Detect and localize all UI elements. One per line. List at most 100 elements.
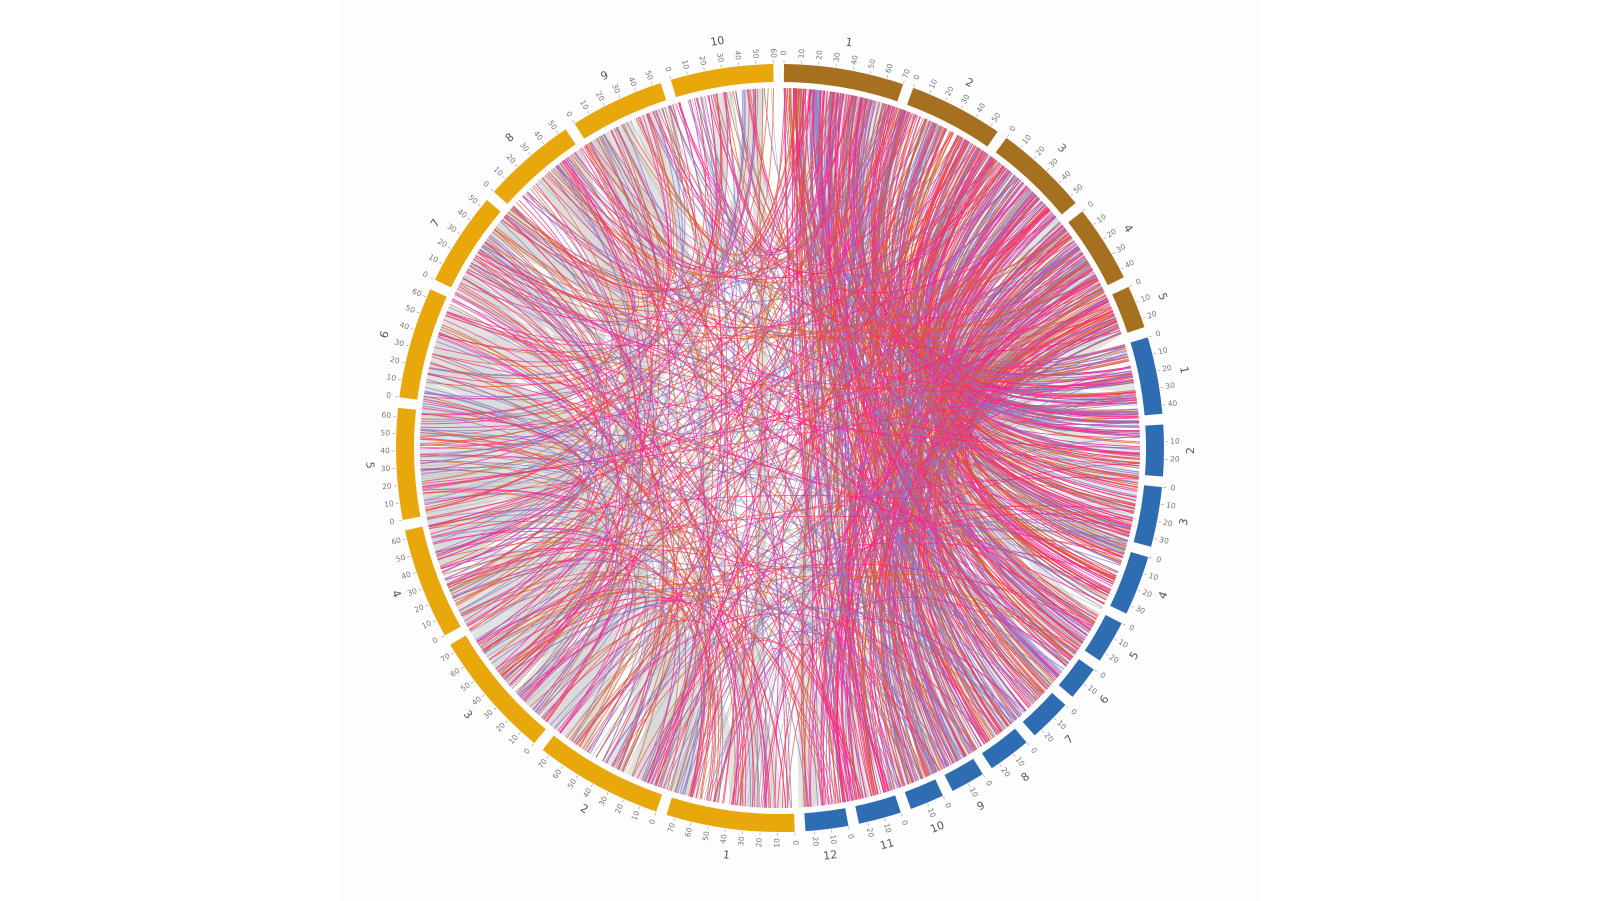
synteny-link — [646, 637, 715, 793]
synteny-link — [562, 160, 854, 801]
synteny-link — [524, 106, 895, 286]
synteny-link — [911, 320, 1117, 760]
tick-mark — [528, 152, 531, 156]
tick-label: 20 — [382, 481, 393, 491]
tick-label: 10 — [420, 618, 433, 630]
tick-label: 0 — [386, 390, 392, 400]
tick-label: 50 — [1071, 182, 1084, 195]
tick-mark — [412, 572, 416, 574]
tick-label: 10 — [1117, 637, 1130, 650]
synteny-link — [529, 575, 1078, 708]
synteny-link — [581, 147, 1077, 653]
synteny-link — [447, 559, 760, 808]
synteny-link — [519, 542, 1117, 698]
synteny-link — [456, 95, 854, 607]
tick-label: 50 — [380, 428, 390, 437]
tick-mark — [1054, 717, 1057, 721]
synteny-link — [543, 130, 670, 721]
tick-label: 30 — [1158, 535, 1170, 546]
tick-label: 0 — [564, 110, 574, 119]
synteny-link — [655, 109, 889, 792]
synteny-link — [818, 90, 1048, 690]
synteny-link — [682, 352, 1128, 795]
tick-mark — [634, 88, 637, 92]
tick-label: 0 — [647, 818, 657, 826]
synteny-link — [427, 268, 1093, 521]
chromosome-blue-9 — [944, 758, 983, 792]
synteny-link — [944, 187, 1140, 460]
synteny-link — [420, 466, 584, 560]
tick-label: 10 — [1020, 133, 1033, 146]
synteny-link — [423, 93, 722, 400]
synteny-link — [479, 249, 1097, 620]
synteny-link — [723, 92, 789, 808]
synteny-link — [937, 175, 1133, 524]
tick-label: 20 — [389, 355, 401, 366]
tick-mark — [1041, 730, 1045, 733]
tick-mark — [1084, 683, 1087, 687]
tick-label: 30 — [1165, 381, 1176, 391]
synteny-link — [919, 204, 1046, 721]
synteny-link — [432, 135, 649, 544]
synteny-link — [504, 105, 891, 680]
synteny-link — [438, 89, 812, 353]
tick-mark — [945, 97, 948, 101]
tick-mark — [669, 75, 671, 79]
tick-label: 60 — [683, 826, 694, 838]
synteny-link — [437, 109, 904, 561]
chromosome-label-blue-6: 6 — [1097, 693, 1112, 706]
tick-mark — [1082, 208, 1086, 211]
synteny-link — [749, 89, 1108, 599]
synteny-link — [449, 303, 776, 808]
synteny-link — [435, 536, 703, 798]
tick-mark — [531, 743, 534, 747]
synteny-link — [424, 201, 1043, 506]
tick-label: 20 — [1034, 144, 1047, 157]
tick-label: 20 — [1146, 309, 1158, 321]
chromosome-blue-2 — [1144, 424, 1164, 477]
synteny-link — [879, 108, 1136, 509]
tick-mark — [1046, 168, 1050, 171]
synteny-link — [530, 188, 665, 762]
synteny-link — [735, 310, 1113, 806]
synteny-link — [857, 103, 990, 741]
synteny-link — [429, 88, 758, 376]
tick-mark — [1154, 538, 1158, 540]
tick-label: 20 — [1170, 454, 1180, 463]
synteny-link — [527, 138, 662, 292]
synteny-link — [654, 110, 1135, 511]
synteny-link — [435, 245, 602, 553]
chromosome-label-gold-7: 7 — [428, 217, 443, 230]
tick-label: 10 — [384, 499, 395, 509]
chromosome-label-brown-2: 2 — [963, 75, 975, 90]
tick-label: 0 — [481, 179, 491, 189]
tick-label: 70 — [536, 757, 549, 770]
tick-mark — [1058, 180, 1062, 184]
synteny-link — [695, 88, 805, 799]
chromosome-label-blue-9: 9 — [975, 799, 987, 814]
tick-mark — [1149, 557, 1153, 559]
tick-mark — [913, 84, 915, 88]
synteny-link — [582, 120, 931, 750]
synteny-link — [424, 482, 582, 519]
synteny-ribbon — [426, 359, 618, 753]
tick-label: 20 — [1042, 731, 1055, 744]
tick-label: 10 — [1157, 345, 1169, 356]
tick-label: 20 — [1105, 227, 1118, 240]
tick-mark — [703, 67, 705, 71]
synteny-link — [423, 398, 592, 612]
synteny-link — [724, 92, 959, 762]
synteny-link — [495, 600, 831, 805]
tick-label: 40 — [975, 101, 988, 114]
synteny-link — [712, 94, 1081, 648]
tick-label: 40 — [400, 569, 412, 581]
synteny-link — [421, 159, 996, 420]
circos-canvas: 0 10 20 30 40 50 60 70 1 0 10 20 30 40 50 2 0 10 20 30 40 50 3… — [340, 0, 1260, 901]
chromosome-blue-4 — [1110, 551, 1149, 614]
tick-label: 60 — [381, 410, 391, 420]
tick-label: 10 — [1147, 571, 1159, 583]
synteny-link — [573, 606, 1016, 744]
synteny-link — [460, 571, 680, 786]
tick-mark — [478, 203, 481, 207]
synteny-link — [914, 147, 1084, 643]
